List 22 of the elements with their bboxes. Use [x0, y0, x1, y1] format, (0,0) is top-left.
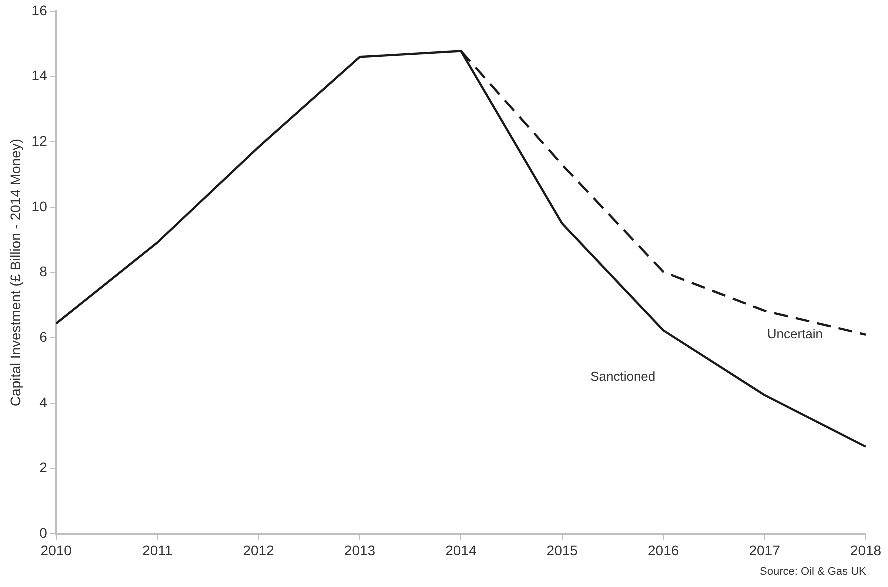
- y-tick-label: 12: [32, 132, 48, 149]
- x-tick-label: 2016: [648, 542, 680, 558]
- x-tick-label: 2013: [344, 542, 376, 558]
- y-tick-label: 6: [40, 329, 48, 346]
- x-tick-label: 2018: [850, 542, 882, 558]
- x-tick-label: 2012: [243, 542, 275, 558]
- y-tick-label: 0: [40, 525, 48, 542]
- series-label: Uncertain: [767, 326, 823, 342]
- x-tick-label: 2017: [749, 542, 781, 558]
- x-tick-label: 2014: [446, 542, 477, 558]
- x-tick-label: 2015: [546, 542, 578, 558]
- y-tick-label: 2: [40, 460, 48, 476]
- text: Sanctioned: [590, 368, 656, 384]
- y-tick-label: 8: [40, 264, 48, 280]
- x-tick-label: 2011: [142, 542, 173, 558]
- y-tick-label: 16: [32, 2, 48, 18]
- y-tick-label: 4: [40, 394, 48, 410]
- y-axis-title: Capital Investment (£ Billion - 2014 Money): [7, 138, 24, 407]
- y-tick-label: 10: [32, 198, 48, 214]
- source-note: Source: Oil & Gas UK: [760, 566, 866, 578]
- x-tick-label: 2010: [40, 542, 72, 558]
- y-tick-label: 14: [32, 68, 48, 84]
